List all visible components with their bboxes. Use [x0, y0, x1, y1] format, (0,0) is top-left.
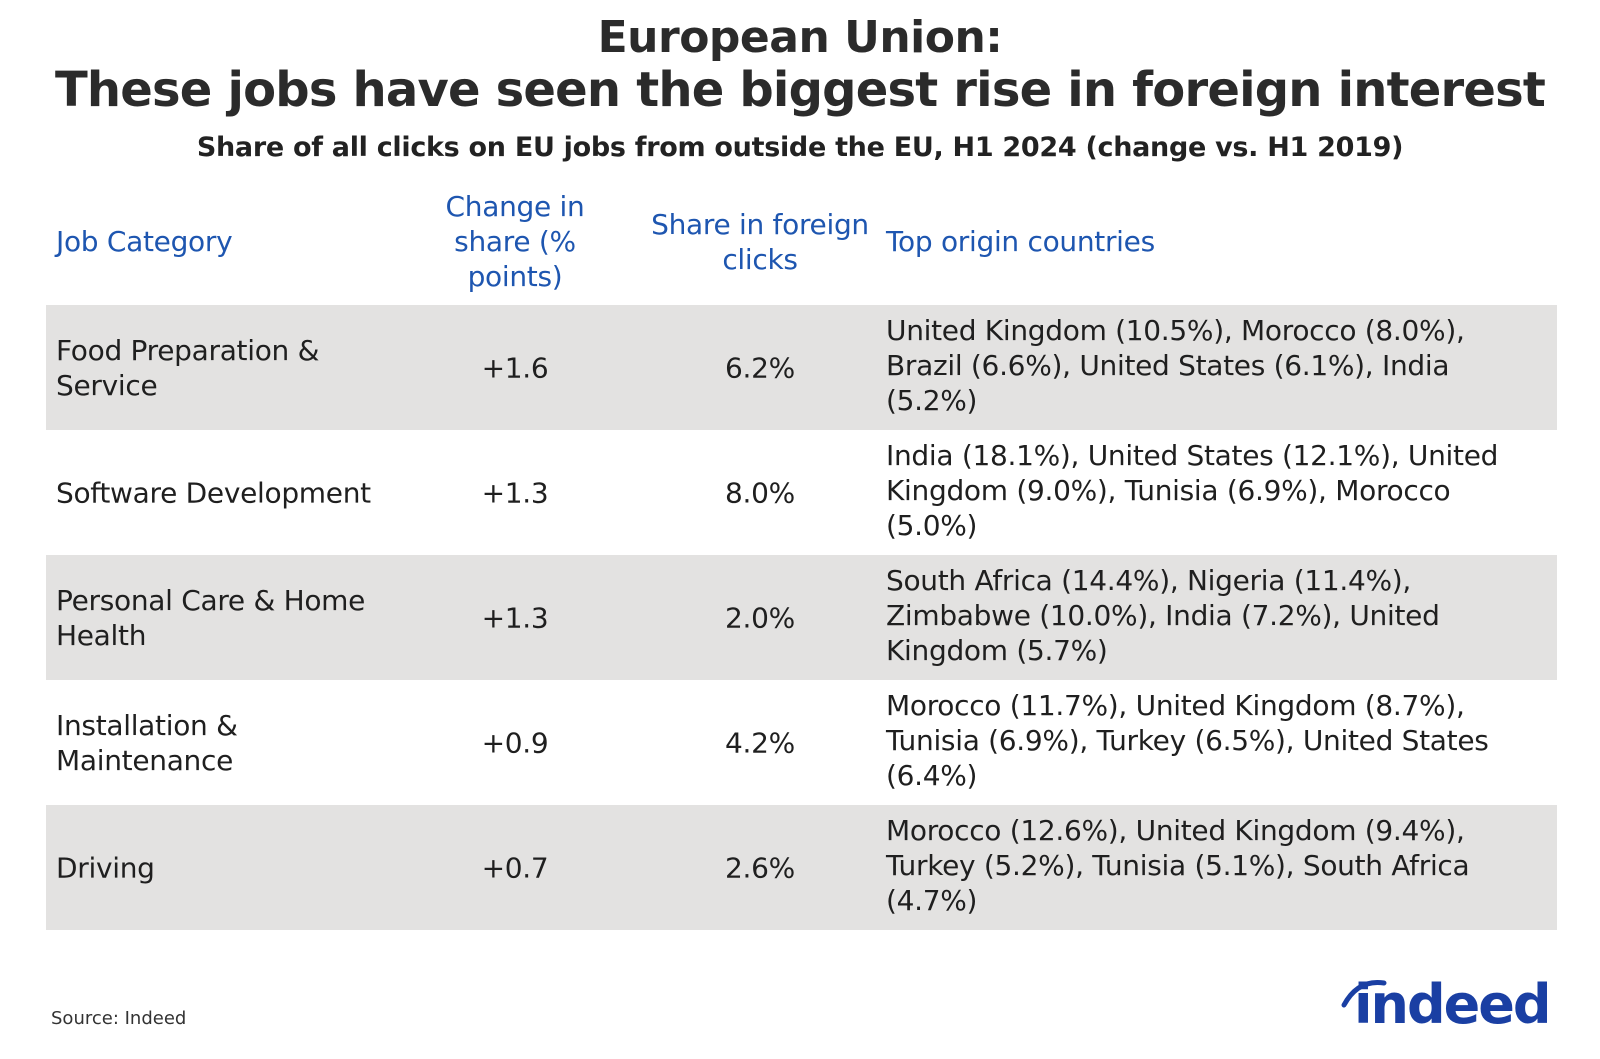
- table-row: Installation & Maintenance +0.9 4.2% Mor…: [46, 680, 1557, 805]
- column-header-change: Change in share (% points): [445, 190, 585, 293]
- data-table: Food Preparation & Service +1.6 6.2% Uni…: [46, 305, 1557, 930]
- cell-share: 2.6%: [725, 851, 795, 884]
- column-header-top-countries: Top origin countries: [886, 225, 1155, 258]
- cell-top-countries: United Kingdom (10.5%), Morocco (8.0%), …: [886, 314, 1465, 417]
- cell-top-countries: India (18.1%), United States (12.1%), Un…: [886, 439, 1499, 542]
- cell-category: Software Development: [56, 476, 371, 509]
- logo-text: indeed: [1354, 973, 1552, 1036]
- cell-top-countries: Morocco (12.6%), United Kingdom (9.4%), …: [886, 814, 1470, 917]
- source-note: Source: Indeed: [51, 1008, 187, 1029]
- table-row: Software Development +1.3 8.0% India (18…: [46, 430, 1557, 555]
- cell-category: Installation & Maintenance: [56, 708, 238, 777]
- chart-title-line2: These jobs have seen the biggest rise in…: [54, 62, 1546, 118]
- chart-subtitle: Share of all clicks on EU jobs from outs…: [196, 132, 1404, 163]
- cell-top-countries: Morocco (11.7%), United Kingdom (8.7%), …: [886, 689, 1489, 792]
- cell-change: +0.9: [481, 726, 549, 759]
- cell-share: 8.0%: [725, 476, 795, 509]
- column-header-category: Job Category: [56, 225, 233, 258]
- table-row: Driving +0.7 2.6% Morocco (12.6%), Unite…: [46, 805, 1557, 930]
- cell-category: Food Preparation & Service: [56, 333, 320, 402]
- table-row: Food Preparation & Service +1.6 6.2% Uni…: [46, 305, 1557, 430]
- cell-change: +0.7: [481, 851, 549, 884]
- logo-arc-icon: [1341, 979, 1387, 1008]
- table-row: Personal Care & Home Health +1.3 2.0% So…: [46, 555, 1557, 680]
- cell-top-countries: South Africa (14.4%), Nigeria (11.4%), Z…: [886, 564, 1440, 667]
- indeed-logo: indeed: [1340, 975, 1560, 1035]
- cell-share: 6.2%: [725, 351, 795, 384]
- column-header-share: Share in foreign clicks: [651, 208, 869, 276]
- cell-share: 2.0%: [725, 601, 795, 634]
- cell-category: Driving: [56, 851, 155, 884]
- cell-category: Personal Care & Home Health: [56, 583, 366, 652]
- cell-change: +1.3: [481, 476, 549, 509]
- cell-change: +1.6: [481, 351, 549, 384]
- cell-change: +1.3: [481, 601, 549, 634]
- chart-title-line1: European Union:: [597, 12, 1003, 63]
- cell-share: 4.2%: [725, 726, 795, 759]
